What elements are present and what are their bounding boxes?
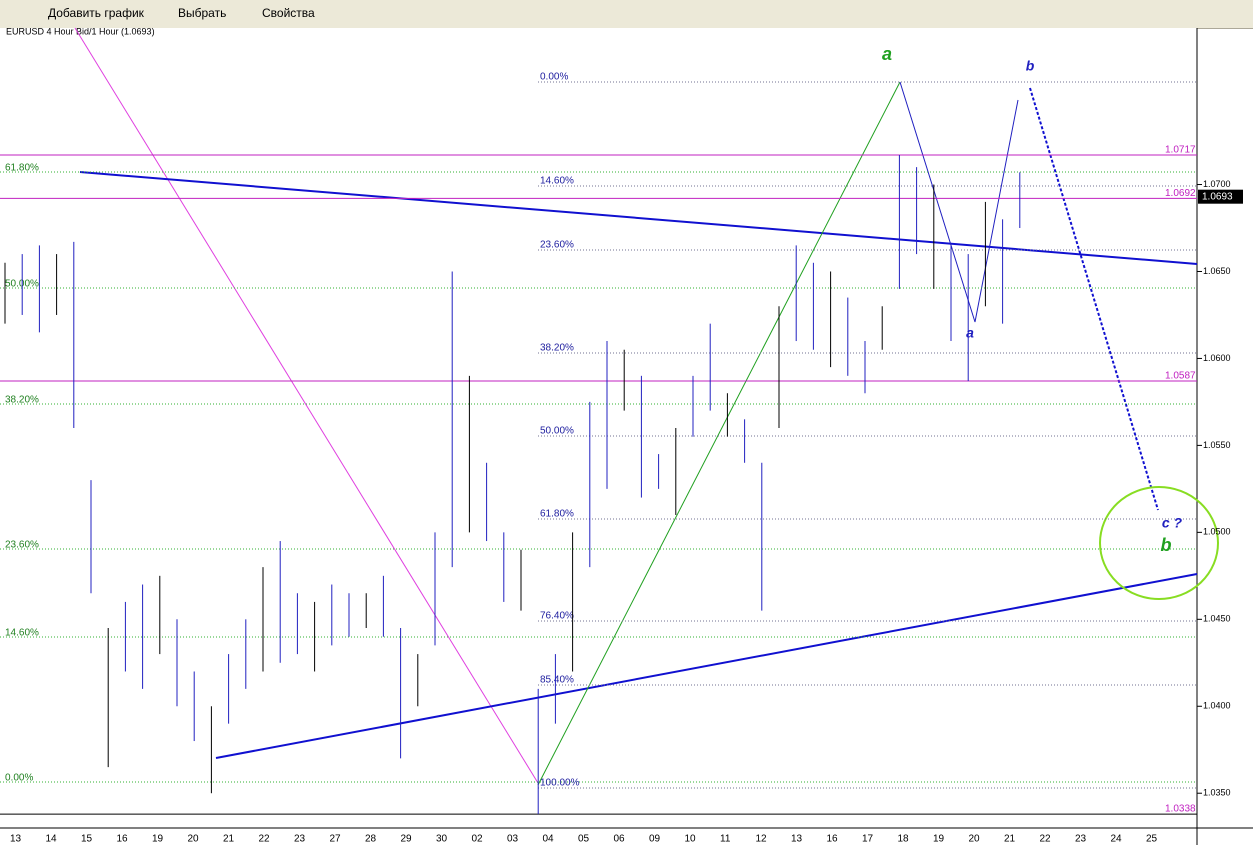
target-circle [1099,486,1219,600]
fib-label: 61.80% [5,163,39,174]
x-tick-label: 09 [649,834,661,845]
y-tick-label: 1.0350 [1203,788,1231,798]
fib-label: 61.80% [540,509,574,520]
fib-label: 14.60% [540,176,574,187]
x-tick-label: 13 [791,834,803,845]
properties-button[interactable]: Свойства [262,6,315,20]
x-tick-label: 16 [117,834,129,845]
x-tick-label: 04 [543,834,555,845]
trend-line [215,573,1198,759]
x-tick-label: 23 [1075,834,1087,845]
x-tick-label: 28 [365,834,377,845]
x-tick-label: 11 [720,834,731,845]
add-chart-button[interactable]: Добавить график [48,6,144,20]
y-tick-label: 1.0400 [1203,701,1231,711]
fib-label: 76.40% [540,611,574,622]
fib-label: 0.00% [5,773,33,784]
wave-line [537,81,901,786]
x-tick-label: 27 [330,834,342,845]
wave-label: b [1161,535,1172,555]
fib-label: 14.60% [5,628,39,639]
wave-label: a [882,44,892,64]
fib-label: 38.20% [5,395,39,406]
fib-label: 50.00% [540,426,574,437]
x-tick-label: 20 [969,834,981,845]
wave-label: b [1026,58,1035,74]
x-tick-label: 22 [1040,834,1052,845]
x-tick-label: 21 [1004,834,1016,845]
x-tick-label: 24 [1111,834,1123,845]
x-tick-label: 14 [46,834,58,845]
x-tick-label: 23 [294,834,306,845]
plot-area [0,28,1197,828]
fib-label: 0.00% [540,72,568,83]
current-price-label: 1.0693 [1202,191,1233,202]
fib-label: 85.40% [540,675,574,686]
wave-label: c ? [1162,515,1183,531]
wave-label: a [966,325,974,341]
chart-title: EURUSD 4 Hour Bid/1 Hour (1.0693) [6,26,155,36]
y-tick-label: 1.0500 [1203,527,1231,537]
x-tick-label: 02 [472,834,484,845]
y-tick-label: 1.0650 [1203,266,1231,276]
price-line-label: 1.0717 [1165,145,1196,156]
x-tick-label: 12 [756,834,768,845]
fib-label: 38.20% [540,343,574,354]
price-line-label: 1.0587 [1165,371,1196,382]
x-tick-label: 25 [1146,834,1158,845]
x-tick-label: 19 [933,834,945,845]
x-tick-label: 15 [81,834,93,845]
x-tick-label: 17 [862,834,874,845]
x-tick-label: 03 [507,834,519,845]
trend-line [74,27,539,784]
price-line-label: 1.0338 [1165,804,1196,815]
fib-label: 100.00% [540,778,580,789]
x-tick-label: 19 [152,834,164,845]
select-button[interactable]: Выбрать [178,6,227,20]
x-tick-label: 20 [188,834,200,845]
x-tick-label: 10 [685,834,697,845]
wave-line [899,81,1019,323]
x-tick-label: 21 [223,834,235,845]
y-tick-label: 1.0550 [1203,440,1231,450]
drawings [74,27,1219,786]
x-tick-label: 06 [614,834,626,845]
x-tick-label: 18 [898,834,910,845]
fib-label: 23.60% [5,540,39,551]
x-tick-label: 13 [10,834,22,845]
current-price-box [1198,189,1243,204]
fib-label: 23.60% [540,240,574,251]
x-tick-label: 30 [436,834,448,845]
y-tick-label: 1.0700 [1203,179,1231,189]
trend-line [79,171,1198,265]
x-tick-label: 16 [827,834,839,845]
y-tick-label: 1.0450 [1203,614,1231,624]
x-tick-label: 29 [401,834,413,845]
projection-line [1029,87,1159,511]
y-tick-label: 1.0600 [1203,353,1231,363]
x-tick-label: 22 [259,834,271,845]
price-line-label: 1.0692 [1165,188,1196,199]
x-tick-label: 05 [578,834,590,845]
